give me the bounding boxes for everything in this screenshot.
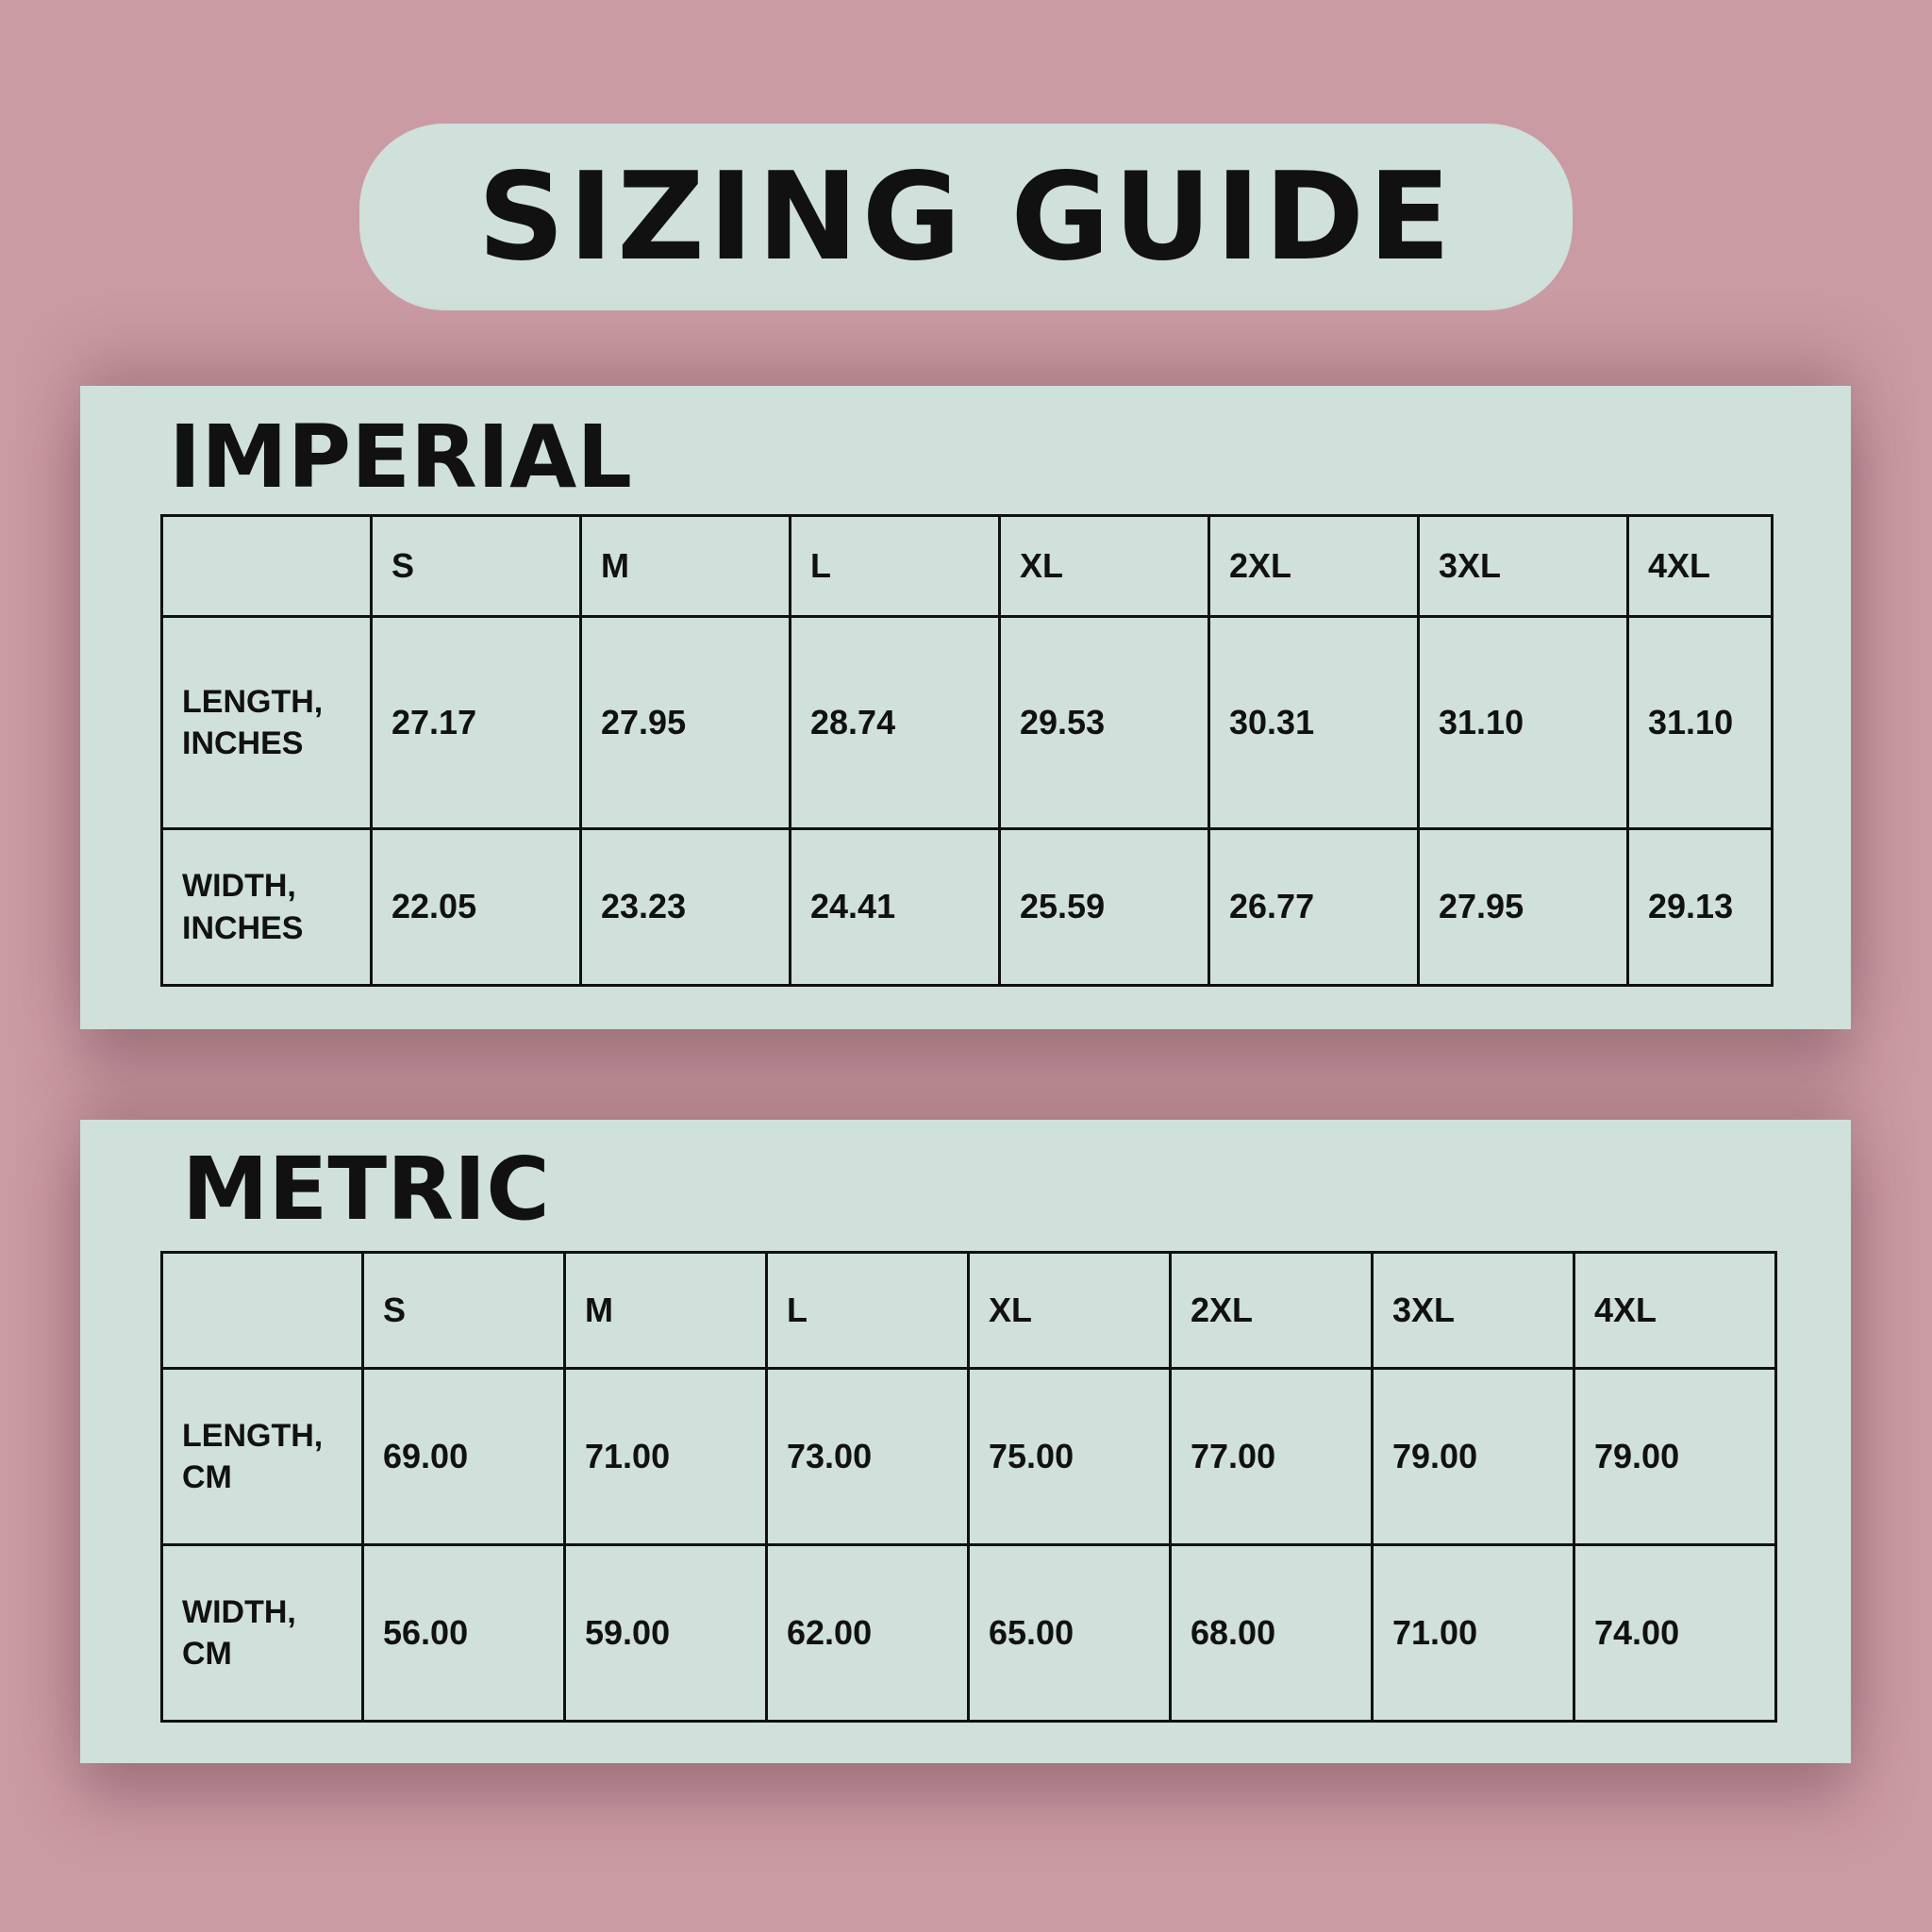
measurement: 27.95 — [579, 615, 791, 830]
size-header: XL — [967, 1251, 1172, 1370]
corner-cell — [160, 514, 373, 618]
measurement: 25.59 — [998, 827, 1210, 987]
header-row: S M L XL 2XL 3XL 4XL — [160, 514, 1774, 618]
size-header: S — [361, 1251, 566, 1370]
size-header: 4XL — [1626, 514, 1774, 618]
title-banner: SIZING GUIDE — [359, 124, 1573, 310]
row-label: WIDTH, CM — [160, 1543, 364, 1723]
measurement: 71.00 — [563, 1367, 768, 1546]
row-label: LENGTH, INCHES — [160, 615, 373, 830]
corner-cell — [160, 1251, 364, 1370]
measurement: 65.00 — [967, 1543, 1172, 1723]
size-header: S — [370, 514, 582, 618]
measurement: 31.10 — [1626, 615, 1774, 830]
section-title: IMPERIAL — [169, 407, 632, 508]
measurement: 28.74 — [789, 615, 1001, 830]
measurement: 26.77 — [1208, 827, 1420, 987]
measurement: 79.00 — [1573, 1367, 1777, 1546]
measurement: 29.53 — [998, 615, 1210, 830]
measurement: 29.13 — [1626, 827, 1774, 987]
row-label: WIDTH, INCHES — [160, 827, 373, 987]
measurement: 27.17 — [370, 615, 582, 830]
measurement: 24.41 — [789, 827, 1001, 987]
measurement: 73.00 — [765, 1367, 970, 1546]
measurement: 77.00 — [1169, 1367, 1374, 1546]
metric-panel: METRIC S M L XL 2XL 3XL 4XL LENGTH, CM 69.00 71.0… — [80, 1120, 1851, 1763]
data-row: LENGTH, CM 69.00 71.00 73.00 75.00 77.00 79.00… — [160, 1367, 1777, 1546]
size-header: L — [765, 1251, 970, 1370]
measurement: 74.00 — [1573, 1543, 1777, 1723]
measurement: 56.00 — [361, 1543, 566, 1723]
row-label: LENGTH, CM — [160, 1367, 364, 1546]
size-header: XL — [998, 514, 1210, 618]
measurement: 69.00 — [361, 1367, 566, 1546]
size-header: 3XL — [1371, 1251, 1575, 1370]
page-title: SIZING GUIDE — [477, 146, 1455, 288]
measurement: 22.05 — [370, 827, 582, 987]
measurement: 59.00 — [563, 1543, 768, 1723]
data-row: WIDTH, INCHES 22.05 23.23 24.41 25.59 26.77 27… — [160, 827, 1774, 987]
imperial-panel: IMPERIAL S M L XL 2XL 3XL 4XL LENGTH, INCHES 27.… — [80, 386, 1851, 1029]
header-row: S M L XL 2XL 3XL 4XL — [160, 1251, 1777, 1370]
measurement: 27.95 — [1417, 827, 1629, 987]
size-header: M — [579, 514, 791, 618]
size-table: S M L XL 2XL 3XL 4XL LENGTH, INCHES 27.17 27.95 28… — [160, 514, 1774, 987]
size-header: 2XL — [1169, 1251, 1374, 1370]
section-title: METRIC — [182, 1139, 550, 1240]
measurement: 23.23 — [579, 827, 791, 987]
data-row: LENGTH, INCHES 27.17 27.95 28.74 29.53 30.31 3… — [160, 615, 1774, 830]
measurement: 79.00 — [1371, 1367, 1575, 1546]
measurement: 71.00 — [1371, 1543, 1575, 1723]
size-header: 3XL — [1417, 514, 1629, 618]
size-header: L — [789, 514, 1001, 618]
measurement: 62.00 — [765, 1543, 970, 1723]
size-header: M — [563, 1251, 768, 1370]
measurement: 75.00 — [967, 1367, 1172, 1546]
measurement: 30.31 — [1208, 615, 1420, 830]
size-header: 4XL — [1573, 1251, 1777, 1370]
data-row: WIDTH, CM 56.00 59.00 62.00 65.00 68.00 71.00 7… — [160, 1543, 1777, 1723]
measurement: 68.00 — [1169, 1543, 1374, 1723]
size-table: S M L XL 2XL 3XL 4XL LENGTH, CM 69.00 71.00 73.00 7… — [160, 1251, 1777, 1723]
measurement: 31.10 — [1417, 615, 1629, 830]
size-header: 2XL — [1208, 514, 1420, 618]
